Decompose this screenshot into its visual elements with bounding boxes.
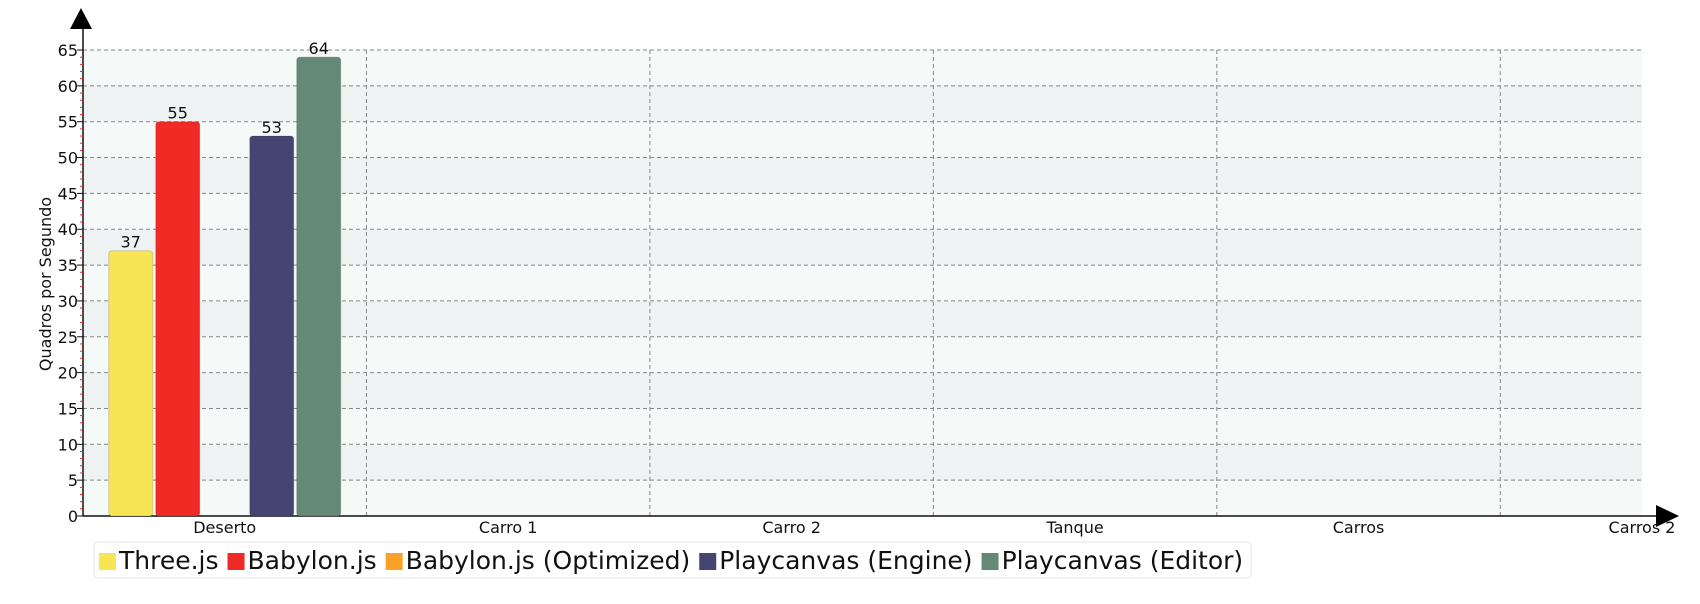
bar — [155, 121, 201, 517]
bar — [108, 250, 154, 517]
plot-background-bands — [83, 50, 1642, 516]
bar-value-label: 53 — [262, 118, 282, 137]
legend-label: Playcanvas (Editor) — [1002, 546, 1244, 575]
y-tick-label: 55 — [58, 113, 78, 132]
y-tick-label: 30 — [58, 292, 78, 311]
x-tick-label: Carro 2 — [762, 518, 821, 537]
x-tick-label: Carro 1 — [479, 518, 538, 537]
bar — [249, 135, 295, 517]
y-axis-arrow — [70, 8, 92, 29]
legend-box — [93, 541, 1252, 579]
legend-label: Three.js — [118, 546, 219, 575]
legend-label: Babylon.js (Optimized) — [406, 546, 691, 575]
bars — [108, 56, 342, 517]
plot-band — [83, 229, 1642, 266]
grid-lines — [83, 49, 1642, 516]
y-tick-label: 0 — [68, 507, 78, 526]
plot-band — [83, 372, 1642, 409]
plot-band — [83, 50, 1642, 86]
plot-band — [83, 408, 1642, 445]
plot-band — [83, 85, 1642, 122]
y-axis-ticks: 0 5 10 15 20 25 30 35 40 45 50 55 60 65 — [58, 41, 83, 526]
bar-value-label: 37 — [121, 233, 141, 252]
legend-swatch — [227, 553, 245, 570]
legend-swatch — [699, 553, 717, 570]
bar-value-label: 55 — [168, 104, 188, 123]
plot-band — [83, 121, 1642, 158]
x-axis-arrow — [1656, 505, 1679, 527]
legend: Three.js Babylon.js Babylon.js (Optimized)… — [93, 541, 1252, 579]
plot-band — [83, 444, 1642, 481]
plot-band — [83, 480, 1642, 516]
legend-swatch — [385, 553, 403, 570]
y-tick-label: 5 — [68, 471, 78, 490]
y-tick-label: 65 — [58, 41, 78, 60]
y-tick-label: 60 — [58, 77, 78, 96]
legend-swatch — [99, 553, 116, 570]
y-tick-label: 35 — [58, 256, 78, 275]
x-tick-label: Carros 2 — [1609, 518, 1676, 537]
y-tick-label: 10 — [58, 435, 78, 454]
plot-band — [83, 336, 1642, 373]
bar — [296, 56, 342, 517]
legend-label: Playcanvas (Engine) — [719, 546, 972, 575]
data-labels: 37 55 53 64 — [121, 39, 329, 252]
x-axis-ticks: Deserto Carro 1 Carro 2 Tanque Carros Carros … — [193, 518, 1675, 537]
y-tick-label: 25 — [58, 328, 78, 347]
plot-band — [83, 193, 1642, 230]
plot-band — [83, 157, 1642, 194]
x-tick-label: Tanque — [1045, 518, 1103, 537]
y-tick-label: 20 — [58, 364, 78, 383]
y-axis-title: Quadros por Segundo — [36, 197, 55, 371]
y-tick-label: 15 — [58, 399, 78, 418]
x-tick-label: Deserto — [193, 518, 256, 537]
y-tick-label: 40 — [58, 220, 78, 239]
legend-label: Babylon.js — [248, 546, 377, 575]
plot-band — [83, 265, 1642, 301]
y-tick-label: 45 — [58, 184, 78, 203]
legend-swatch — [981, 553, 999, 570]
bar-value-label: 64 — [309, 39, 329, 58]
y-tick-label: 50 — [58, 149, 78, 168]
plot-band — [83, 300, 1642, 337]
x-tick-label: Carros — [1333, 518, 1385, 537]
